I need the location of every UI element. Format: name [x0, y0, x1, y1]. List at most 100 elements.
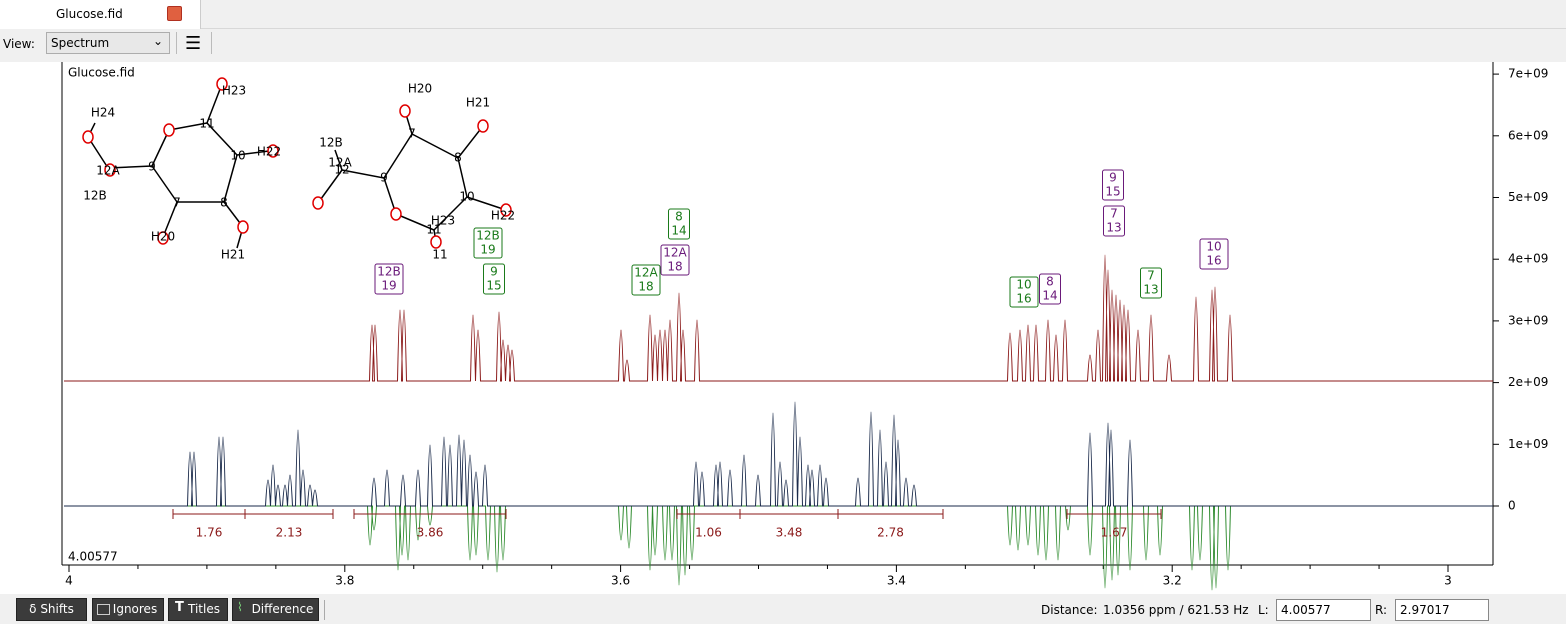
oxygen-atom — [312, 196, 324, 210]
ignores-icon — [97, 604, 110, 615]
atom-label: H22 — [491, 209, 515, 223]
y-tick-label: 2e+09 — [1508, 375, 1548, 389]
y-tick-label: 7e+09 — [1508, 67, 1548, 81]
integral-label: 3.48 — [776, 526, 803, 540]
bond — [433, 196, 468, 231]
bond — [341, 169, 385, 179]
distance-value: 1.0356 ppm / 621.53 Hz — [1103, 603, 1249, 617]
peak-label-hydrogen: 13 — [1143, 283, 1158, 297]
atom-label: 8 — [454, 151, 462, 165]
tab-bar — [0, 0, 1566, 29]
peak-label-box — [668, 208, 690, 240]
peak-label-hydrogen: 16 — [1206, 254, 1221, 268]
bond — [223, 154, 238, 203]
x-tick-label: 3.8 — [335, 574, 354, 588]
y-tick-label: 3e+09 — [1508, 313, 1548, 327]
y-tick-label: 4e+09 — [1508, 252, 1548, 266]
integral-label: 2.13 — [276, 526, 303, 540]
oxygen-atom — [157, 231, 169, 245]
left-label: L: — [1258, 603, 1269, 617]
bond — [168, 122, 208, 131]
oxygen-atom — [104, 163, 116, 177]
peak-label-atom: 12B — [476, 229, 500, 243]
difference-button[interactable]: Difference — [232, 598, 319, 621]
peak-label-hydrogen: 14 — [1042, 289, 1057, 303]
peak-label-hydrogen: 18 — [667, 260, 682, 274]
oxygen-atom — [216, 77, 228, 91]
separator — [176, 32, 177, 54]
atom-label: 12A — [328, 156, 352, 170]
peak-label-atom: 12B — [377, 265, 401, 279]
bond — [383, 133, 413, 179]
difference-icon: ⌇ — [237, 600, 243, 614]
oxygen-atom — [430, 235, 442, 249]
shifts-button[interactable]: δ Shifts — [16, 598, 87, 621]
separator — [211, 32, 212, 54]
atom-label: 11 — [426, 223, 441, 237]
peak-label-atom: 8 — [1046, 275, 1054, 289]
atom-label: 11 — [432, 248, 447, 262]
atom-label: H24 — [91, 106, 115, 120]
peak-label-hydrogen: 13 — [1106, 221, 1121, 235]
atom-label: 9 — [148, 160, 156, 174]
peak-label-hydrogen: 15 — [1105, 185, 1120, 199]
view-label: View: — [3, 37, 35, 51]
peak-label-atom: 12A — [663, 246, 687, 260]
peak-label-box — [483, 263, 505, 295]
integral-label: 3.86 — [417, 526, 444, 540]
bond — [162, 201, 178, 238]
difference-spectrum — [64, 505, 1493, 591]
integral-label: 1.06 — [695, 526, 722, 540]
peak-label-hydrogen: 16 — [1016, 292, 1031, 306]
plot-title: Glucose.fid — [68, 66, 135, 80]
y-tick-label: 5e+09 — [1508, 190, 1548, 204]
atom-label: H23 — [431, 214, 455, 228]
right-input[interactable]: 2.97017 — [1395, 599, 1489, 621]
molecules — [82, 77, 512, 249]
dropdown-arrow: ⌄ — [152, 34, 163, 48]
atom-label: 12A — [96, 164, 120, 178]
ignores-button[interactable]: Ignores — [92, 598, 164, 621]
atom-label: H21 — [221, 248, 245, 262]
tab-close[interactable] — [167, 6, 182, 21]
tab[interactable]: Glucose.fid — [0, 0, 201, 29]
y-tick-label: 1e+09 — [1508, 437, 1548, 451]
bond — [395, 213, 435, 231]
view-select[interactable]: Spectrum ⌄ — [46, 32, 170, 54]
peak-label-atom: 7 — [1147, 269, 1155, 283]
view-value: Spectrum — [51, 36, 110, 50]
x-tick-label: 4 — [65, 574, 73, 588]
left-input[interactable]: 4.00577 — [1276, 599, 1371, 621]
integral-label: 2.78 — [877, 526, 904, 540]
peak-label-atom: 10 — [1206, 240, 1221, 254]
oxygen-atom — [500, 203, 512, 217]
x-tick-label: 3 — [1444, 574, 1452, 588]
titles-button[interactable]: Titles — [168, 598, 228, 621]
menu-button[interactable]: ☰ — [185, 33, 202, 54]
bond — [236, 150, 270, 156]
right-value: 2.97017 — [1400, 603, 1450, 617]
bond — [411, 133, 459, 159]
separator — [324, 600, 325, 620]
right-label: R: — [1375, 603, 1388, 617]
bond — [151, 165, 178, 203]
peak-label-box — [1103, 205, 1125, 237]
tab-label: Glucose.fid — [56, 7, 123, 21]
peak-label-hydrogen: 15 — [486, 279, 501, 293]
x-tick-label: 3.6 — [611, 574, 630, 588]
y-tick-label: 0 — [1508, 499, 1516, 513]
cursor-label: 4.00577 — [68, 550, 118, 564]
peak-label-box — [1009, 276, 1039, 308]
bond — [457, 157, 468, 198]
atom-label: H21 — [466, 96, 490, 110]
bond — [151, 129, 170, 167]
bond — [206, 122, 238, 156]
atom-label: 7 — [173, 196, 181, 210]
oxygen-atom — [163, 123, 175, 137]
peak-label-hydrogen: 18 — [638, 280, 653, 294]
atom-label: H20 — [408, 82, 432, 96]
peak-label-box — [1102, 169, 1124, 201]
peak-label-box — [374, 263, 404, 295]
